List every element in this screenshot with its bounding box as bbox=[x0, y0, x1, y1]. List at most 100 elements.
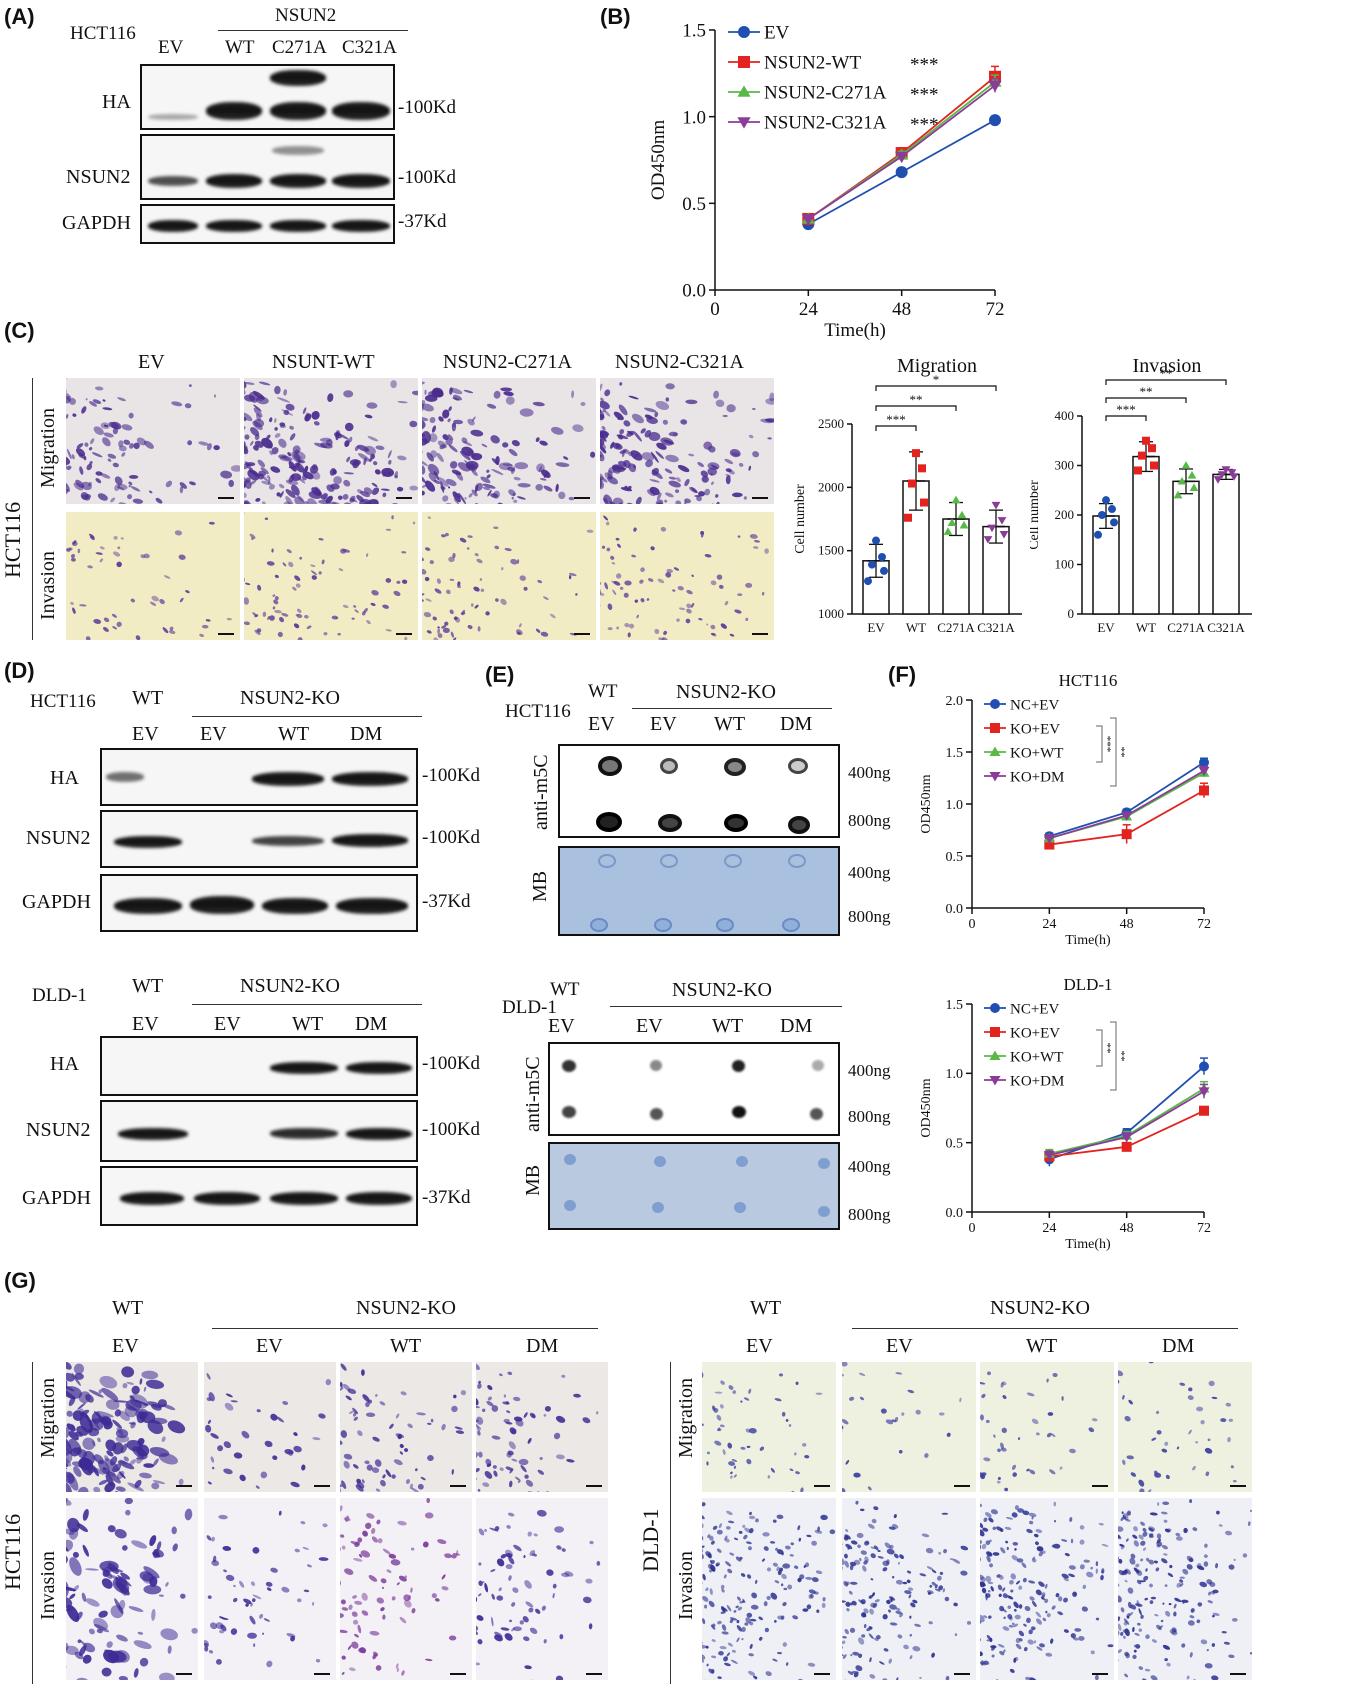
y-axis-label: OD450nm bbox=[919, 1078, 934, 1137]
wt-label: WT bbox=[112, 1297, 144, 1319]
y-axis-label: OD450nm bbox=[648, 120, 669, 200]
lane-label: EV bbox=[746, 1335, 773, 1357]
y-tick-label: 200 bbox=[1055, 507, 1075, 522]
legend-marker bbox=[989, 772, 1001, 782]
micrograph-image bbox=[422, 378, 596, 504]
blot-gapdh bbox=[100, 874, 418, 932]
data-point bbox=[1043, 1151, 1055, 1161]
marker-label: -37Kd bbox=[398, 211, 447, 232]
marker-label: -37Kd bbox=[422, 1187, 471, 1208]
blot-nsun2 bbox=[100, 810, 418, 868]
panel-label-c: (C) bbox=[4, 318, 35, 343]
legend-label: KO+DM bbox=[1010, 769, 1064, 785]
chart-title: Migration bbox=[897, 355, 977, 377]
x-tick-label: WT bbox=[906, 620, 926, 635]
row-label: GAPDH bbox=[22, 1187, 91, 1209]
group-label: NSUN2-KO bbox=[356, 1297, 456, 1319]
x-tick-label: 24 bbox=[799, 299, 819, 320]
data-point bbox=[1217, 471, 1227, 479]
row-cell-label: HCT116 bbox=[0, 1513, 25, 1590]
legend-marker bbox=[989, 1050, 1001, 1060]
data-point bbox=[1121, 829, 1132, 840]
significance-bracket bbox=[875, 405, 957, 411]
y-tick-label: 0.0 bbox=[946, 1206, 964, 1221]
data-point bbox=[1110, 518, 1118, 527]
legend-label: KO+EV bbox=[1010, 721, 1060, 737]
amount-label: 400ng bbox=[848, 1061, 891, 1080]
data-point bbox=[1199, 757, 1209, 768]
data-point bbox=[943, 527, 953, 535]
lane-label: DM bbox=[350, 723, 383, 745]
micrograph-image bbox=[842, 1498, 976, 1680]
lane-label: WT bbox=[1026, 1335, 1058, 1357]
y-tick-label: 0.5 bbox=[682, 194, 706, 215]
y-tick-label: 1.0 bbox=[946, 1067, 964, 1082]
data-point bbox=[895, 166, 908, 179]
data-point bbox=[1134, 466, 1142, 475]
data-point bbox=[872, 536, 880, 545]
lane-label: EV bbox=[200, 723, 227, 745]
amount-label: 800ng bbox=[848, 1205, 891, 1224]
y-tick-label: 1.0 bbox=[946, 798, 964, 813]
wt-label: WT bbox=[588, 681, 618, 702]
data-point bbox=[999, 531, 1009, 539]
x-tick-label: EV bbox=[1097, 620, 1115, 635]
significance-bracket bbox=[1096, 725, 1103, 763]
blot-ha bbox=[140, 64, 395, 130]
data-point bbox=[947, 518, 957, 526]
data-point bbox=[1142, 436, 1150, 445]
lane-label: WT bbox=[390, 1335, 422, 1357]
group-label: NSUN2-KO bbox=[240, 687, 340, 709]
wt-label: WT bbox=[132, 975, 164, 997]
chart-title: HCT116 bbox=[1059, 671, 1118, 690]
cell-line-label: HCT116 bbox=[505, 701, 571, 722]
lane-label: DM bbox=[526, 1335, 559, 1357]
x-tick-label: 0 bbox=[710, 299, 720, 320]
x-tick-label: C271A bbox=[937, 620, 975, 635]
panel-label-g: (G) bbox=[4, 1268, 36, 1293]
x-tick-label: EV bbox=[867, 620, 885, 635]
lane-label: NSUN2-C271A bbox=[443, 351, 572, 373]
micrograph-image bbox=[66, 1498, 198, 1680]
significance-label: *** bbox=[910, 85, 939, 106]
y-tick-label: 2500 bbox=[818, 416, 844, 431]
legend-label: KO+WT bbox=[1010, 745, 1063, 761]
data-point bbox=[1198, 766, 1210, 777]
lane-label: EV bbox=[112, 1335, 139, 1357]
y-axis-label: Cell number bbox=[1030, 480, 1042, 550]
wt-label: WT bbox=[750, 1297, 782, 1319]
marker-label: -37Kd bbox=[422, 891, 471, 912]
lane-label: DM bbox=[780, 1015, 813, 1037]
data-point bbox=[988, 80, 1002, 93]
blot-nsun2 bbox=[140, 134, 395, 200]
data-point bbox=[1173, 490, 1183, 499]
row-label: NSUN2 bbox=[66, 166, 131, 188]
chart-f-dld1: 0.0 0.5 1.0 1.5 0 24 48 72 Time(h) OD450nm DLD-1NC… bbox=[919, 975, 1211, 1252]
y-axis-label: Cell number bbox=[793, 484, 808, 554]
data-point bbox=[1044, 839, 1055, 850]
y-tick-label: 1500 bbox=[818, 543, 844, 558]
lane-label: EV bbox=[548, 1015, 575, 1037]
legend-marker bbox=[989, 746, 1001, 756]
y-axis-label: OD450nm bbox=[919, 774, 934, 833]
x-axis-label: Time(h) bbox=[824, 320, 886, 341]
data-point bbox=[878, 553, 886, 561]
data-point bbox=[868, 560, 876, 569]
x-tick-label: 48 bbox=[892, 299, 911, 320]
row-label: anti-m5C bbox=[522, 1056, 544, 1132]
legend-label: KO+DM bbox=[1010, 1073, 1064, 1089]
x-tick-label: 24 bbox=[1042, 1221, 1056, 1236]
micrograph-image bbox=[66, 378, 240, 504]
row-label: Invasion bbox=[675, 1551, 697, 1620]
dot-blot-mb bbox=[548, 1142, 840, 1230]
significance-label: *** bbox=[1105, 736, 1117, 753]
group-label: NSUN2-KO bbox=[676, 681, 776, 703]
data-point bbox=[1181, 461, 1191, 469]
data-point bbox=[1187, 471, 1197, 479]
group-line bbox=[218, 30, 408, 31]
significance-label: ** bbox=[1119, 747, 1131, 758]
data-point bbox=[1148, 444, 1156, 453]
wt-label: WT bbox=[132, 687, 164, 709]
data-point bbox=[920, 498, 928, 507]
x-tick-label: C321A bbox=[977, 620, 1015, 635]
